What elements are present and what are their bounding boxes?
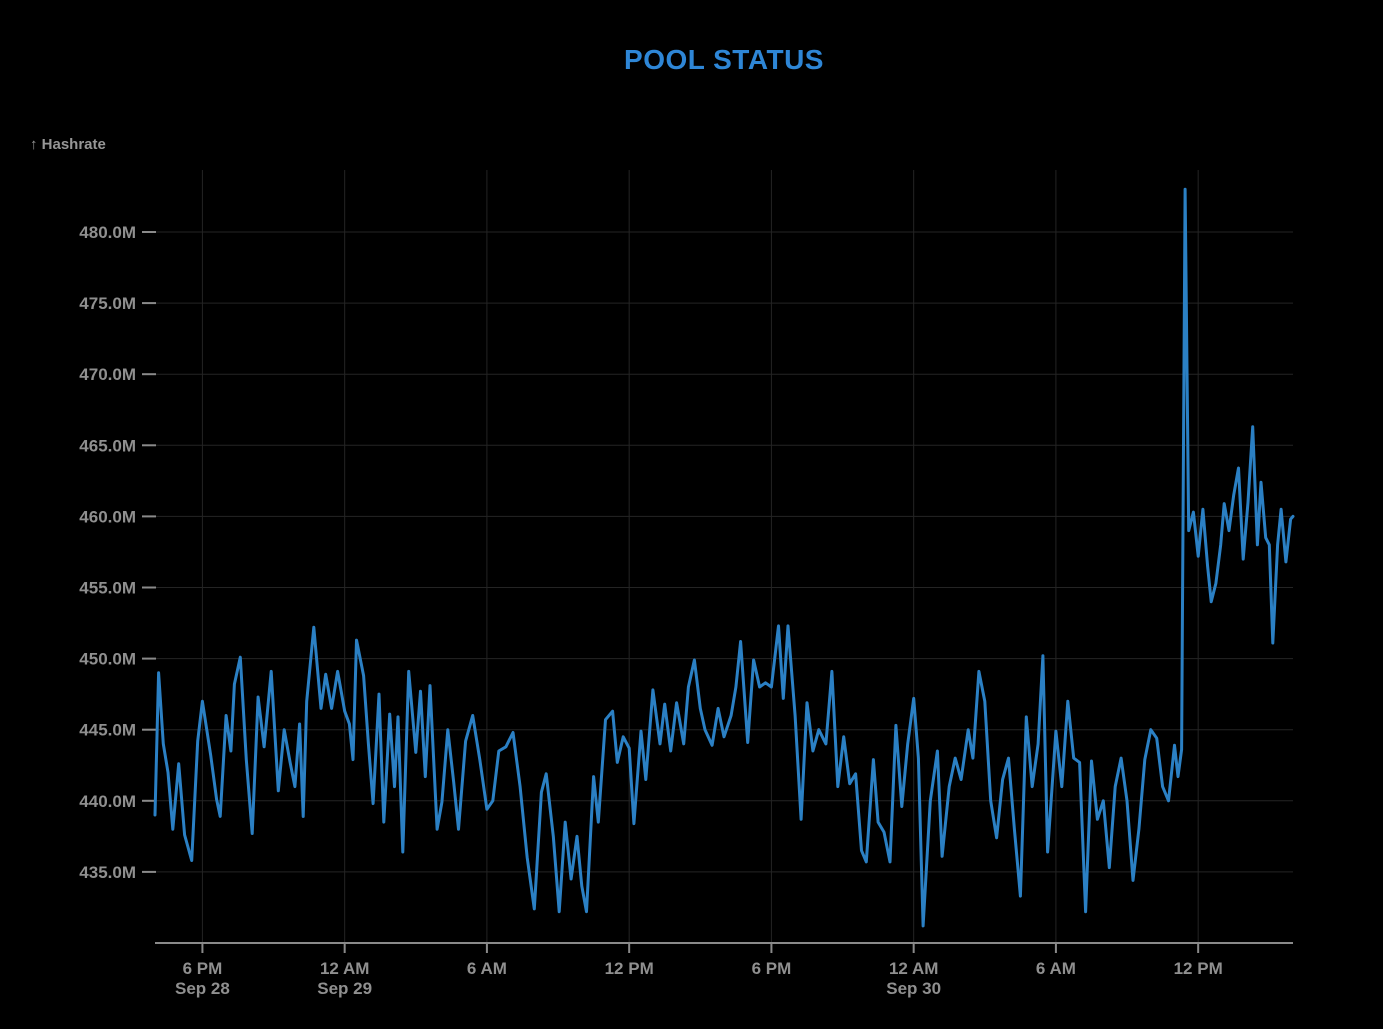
svg-text:Sep 28: Sep 28: [175, 979, 230, 998]
svg-text:12 PM: 12 PM: [605, 959, 654, 978]
svg-text:450.0M: 450.0M: [79, 650, 136, 669]
svg-text:12 AM: 12 AM: [889, 959, 938, 978]
hashrate-series-line: [153, 187, 1295, 928]
svg-text:465.0M: 465.0M: [79, 436, 136, 455]
svg-text:480.0M: 480.0M: [79, 223, 136, 242]
chart-title: POOL STATUS: [624, 44, 824, 75]
svg-text:Sep 29: Sep 29: [317, 979, 372, 998]
svg-text:435.0M: 435.0M: [79, 863, 136, 882]
plot-area[interactable]: [155, 170, 1293, 943]
svg-text:445.0M: 445.0M: [79, 721, 136, 740]
svg-text:475.0M: 475.0M: [79, 294, 136, 313]
svg-text:6 AM: 6 AM: [1036, 959, 1076, 978]
y-axis: 435.0M 440.0M 445.0M 450.0M 455.0M 460.0M 465.…: [79, 223, 156, 882]
svg-text:12 PM: 12 PM: [1174, 959, 1223, 978]
svg-text:440.0M: 440.0M: [79, 792, 136, 811]
svg-text:Sep 30: Sep 30: [886, 979, 941, 998]
svg-text:460.0M: 460.0M: [79, 507, 136, 526]
svg-text:12 AM: 12 AM: [320, 959, 369, 978]
svg-text:455.0M: 455.0M: [79, 578, 136, 597]
svg-text:6 PM: 6 PM: [183, 959, 223, 978]
y-axis-label: ↑ Hashrate: [30, 136, 106, 153]
svg-text:6 AM: 6 AM: [467, 959, 507, 978]
svg-text:470.0M: 470.0M: [79, 365, 136, 384]
svg-text:6 PM: 6 PM: [752, 959, 792, 978]
series: [153, 187, 1295, 928]
